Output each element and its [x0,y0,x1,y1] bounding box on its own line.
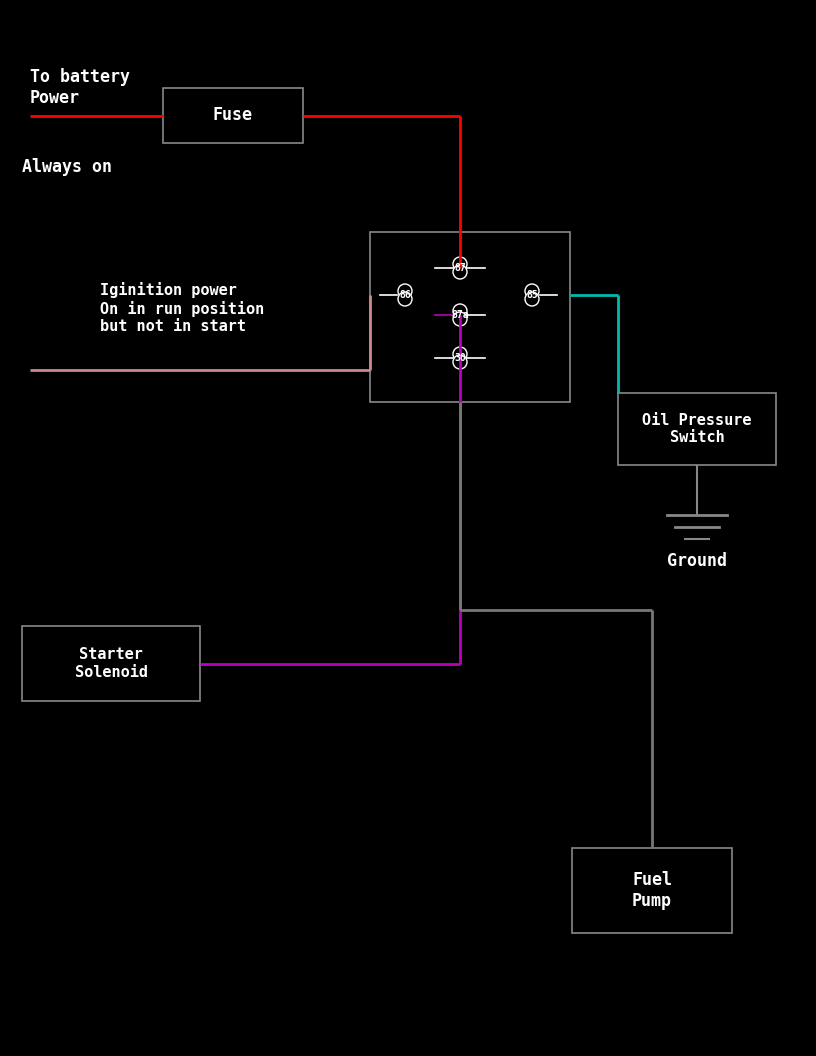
Circle shape [398,293,412,306]
Circle shape [398,284,412,298]
Bar [22,626,200,701]
Bar [618,393,776,465]
Text: Fuse: Fuse [213,107,253,125]
Text: 87: 87 [455,263,466,274]
Text: Always on: Always on [22,158,112,176]
Text: 30: 30 [455,353,466,363]
Circle shape [453,347,467,361]
Text: 86: 86 [399,290,411,300]
Circle shape [453,355,467,369]
Text: 87a: 87a [451,310,469,320]
Bar [163,88,303,143]
Text: 85: 85 [526,290,538,300]
Text: Iginition power
On in run position
but not in start: Iginition power On in run position but n… [100,282,264,334]
Text: Starter
Solenoid: Starter Solenoid [74,647,148,680]
Circle shape [525,293,539,306]
Text: Oil Pressure
Switch: Oil Pressure Switch [642,413,752,446]
Bar [370,232,570,402]
Circle shape [525,284,539,298]
Text: To battery
Power: To battery Power [30,68,130,107]
Circle shape [453,312,467,326]
Circle shape [453,257,467,271]
Circle shape [453,265,467,279]
Circle shape [453,304,467,318]
Text: Ground: Ground [667,552,727,570]
Text: Fuel
Pump: Fuel Pump [632,871,672,910]
Bar [572,848,732,934]
